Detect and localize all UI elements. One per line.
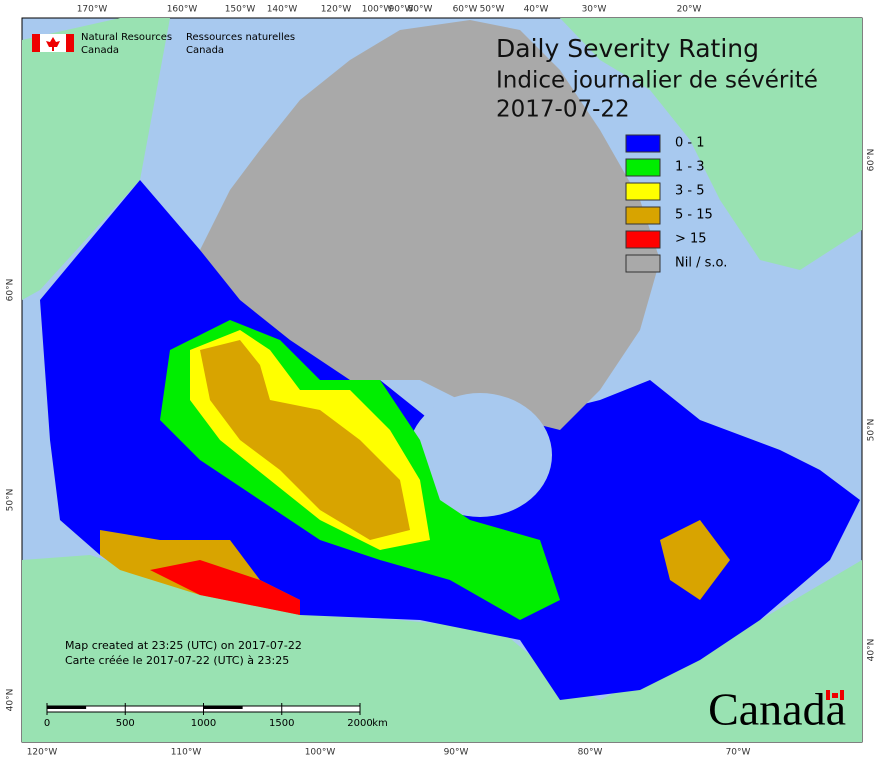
legend-label: 3 - 5: [675, 184, 705, 199]
graticule-label: 120°W: [27, 748, 58, 758]
scale-label: 0: [44, 718, 50, 729]
scale-label: 1000: [191, 718, 216, 729]
flag-bar: [32, 34, 40, 52]
graticule-label: 80°W: [578, 748, 603, 758]
maple-leaf: [46, 37, 60, 51]
graticule-label: 80°W: [408, 5, 433, 15]
graticule-label: 150°W: [225, 5, 256, 15]
scale-segment: [203, 706, 243, 709]
graticule-label: 20°W: [677, 5, 702, 15]
graticule-label: 50°N: [867, 419, 877, 442]
legend-swatch: [625, 182, 661, 201]
graticule-label: 40°N: [6, 689, 16, 712]
graticule-label: 50°N: [6, 489, 16, 512]
alaska: [22, 18, 170, 300]
scale-segment: [47, 706, 87, 709]
graticule-label: 90°W: [389, 5, 414, 15]
graticule-label: 70°W: [726, 748, 751, 758]
legend-label: 5 - 15: [675, 208, 713, 223]
scale-label: 1500: [269, 718, 294, 729]
arctic-nil: [200, 20, 660, 430]
org-fr: Ressources naturelles: [186, 32, 295, 43]
org-en: Natural Resources: [81, 32, 172, 43]
legend-label: 0 - 1: [675, 136, 705, 151]
org-fr: Canada: [186, 45, 224, 56]
title-fr: Indice journalier de sévérité: [496, 68, 818, 94]
graticule-label: 50°W: [480, 5, 505, 15]
graticule-label: 90°W: [444, 748, 469, 758]
zone-red: [150, 560, 300, 615]
graticule-label: 60°N: [6, 279, 16, 302]
graticule-label: 100°W: [305, 748, 336, 758]
greenland: [560, 18, 862, 270]
legend-swatch: [625, 254, 661, 273]
created-en: Map created at 23:25 (UTC) on 2017-07-22: [65, 639, 302, 652]
legend-swatch: [625, 206, 661, 225]
graticule-label: 110°W: [171, 748, 202, 758]
usa: [22, 555, 862, 742]
created-fr: Carte créée le 2017-07-22 (UTC) à 23:25: [65, 654, 289, 667]
graticule-label: 40°W: [524, 5, 549, 15]
wordmark: Canada: [708, 684, 846, 735]
legend-label: Nil / s.o.: [675, 256, 727, 271]
legend-swatch: [625, 230, 661, 249]
graticule-label: 30°W: [582, 5, 607, 15]
graticule-label: 40°N: [867, 639, 877, 662]
graticule-label: 170°W: [77, 5, 108, 15]
graticule-label: 100°W: [362, 5, 393, 15]
scale-label: 2000: [347, 718, 372, 729]
graticule-label: 140°W: [267, 5, 298, 15]
scale-unit: km: [372, 718, 388, 729]
title: Daily Severity Rating: [496, 34, 759, 63]
flag-bar: [66, 34, 74, 52]
graticule-label: 60°W: [453, 5, 478, 15]
zone-orange: [200, 340, 410, 540]
title-date: 2017-07-22: [496, 97, 630, 123]
legend-label: > 15: [675, 232, 707, 247]
graticule-label: 160°W: [167, 5, 198, 15]
wordmark-flag: [832, 693, 838, 698]
graticule-label: 120°W: [321, 5, 352, 15]
wordmark-flag: [840, 690, 844, 700]
org-en: Canada: [81, 45, 119, 56]
zone-east: [660, 520, 730, 600]
legend-swatch: [625, 158, 661, 177]
legend-label: 1 - 3: [675, 160, 705, 175]
hudson-bay: [408, 393, 552, 517]
scale-label: 500: [116, 718, 135, 729]
wordmark-flag: [826, 690, 830, 700]
graticule-label: 60°N: [867, 149, 877, 172]
legend-swatch: [625, 134, 661, 153]
